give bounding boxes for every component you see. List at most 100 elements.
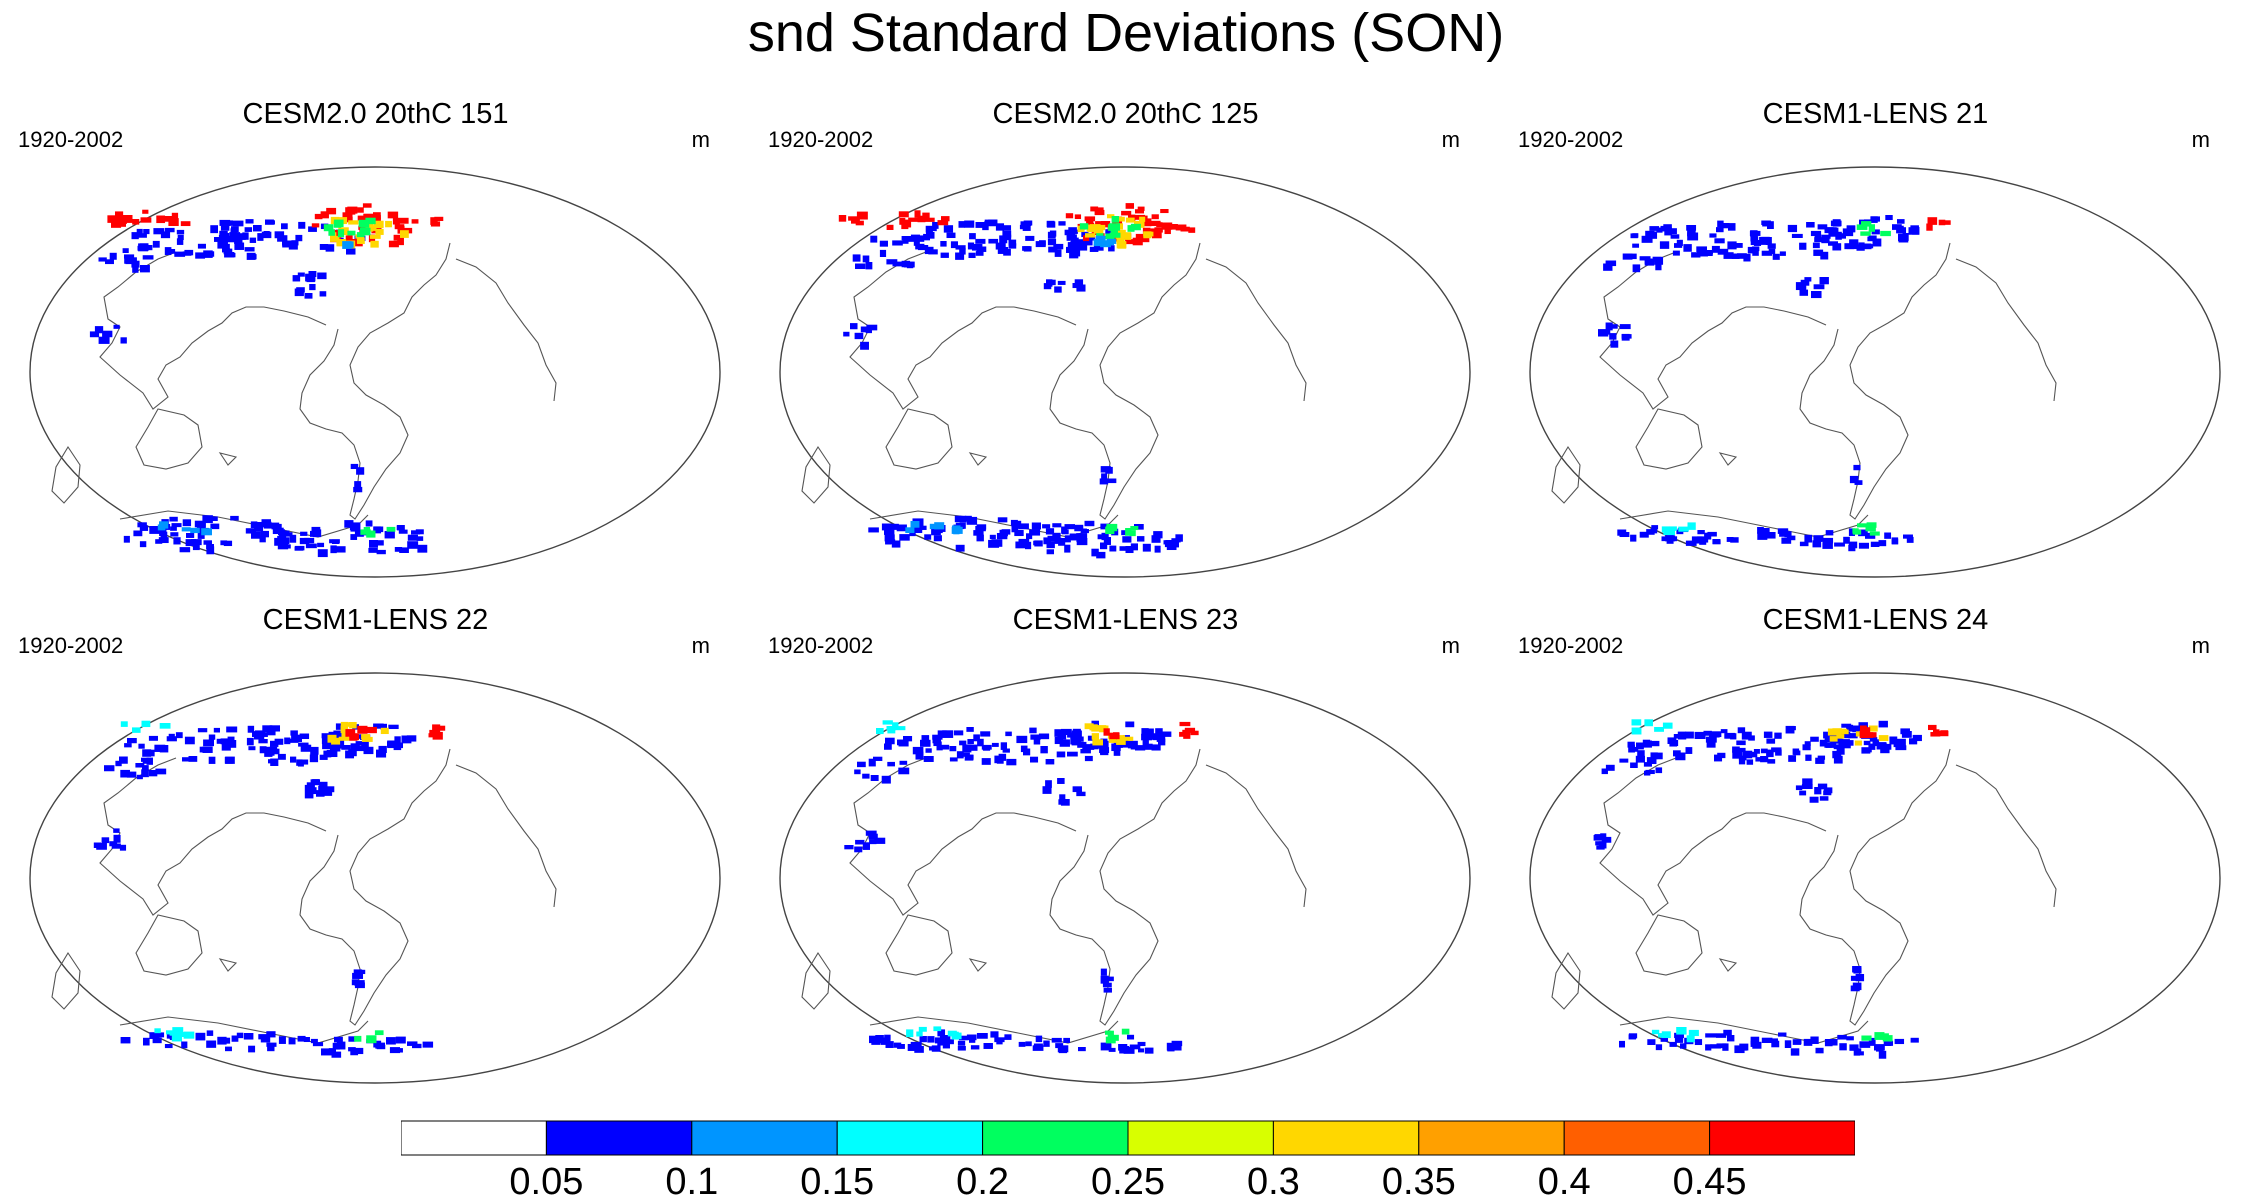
snow-variance-cell <box>1015 541 1026 549</box>
snow-variance-cell <box>323 741 333 749</box>
snow-variance-cell <box>397 217 409 224</box>
snow-variance-cell <box>171 212 179 221</box>
snow-variance-cell <box>164 247 172 256</box>
snow-variance-cell <box>434 216 444 221</box>
snow-variance-cell <box>1667 532 1674 540</box>
snow-variance-cell <box>1130 742 1137 750</box>
snow-variance-cell <box>194 520 206 528</box>
snow-variance-cell <box>304 790 314 799</box>
snow-variance-cell <box>1651 525 1659 530</box>
snow-variance-cell <box>171 523 182 528</box>
snow-variance-cell <box>159 528 166 537</box>
snow-variance-cell <box>1137 206 1145 211</box>
snow-variance-cell <box>1750 237 1757 246</box>
snow-variance-cell <box>298 221 306 229</box>
snow-variance-cell <box>385 220 392 228</box>
snow-variance-cell <box>373 723 384 729</box>
snow-variance-cell <box>982 223 989 231</box>
snow-variance-cell <box>1137 1041 1146 1047</box>
snow-variance-cell <box>432 731 443 740</box>
snow-variance-cell <box>942 1042 950 1049</box>
snow-variance-cell <box>1938 219 1946 226</box>
snow-variance-cell <box>1868 1037 1876 1046</box>
snow-variance-cell <box>1058 221 1066 226</box>
snow-variance-cell <box>926 232 935 239</box>
coastline <box>1599 757 1827 916</box>
snow-variance-cell <box>354 481 362 488</box>
snow-variance-cell <box>1866 732 1874 738</box>
panel-units: m <box>1441 633 1460 658</box>
snow-variance-cell <box>1901 731 1912 738</box>
snow-variance-cell <box>937 730 947 737</box>
snow-variance-cell <box>176 238 184 245</box>
snow-variance-cell <box>967 242 975 250</box>
snow-variance-cell <box>1152 733 1163 741</box>
snow-variance-cell <box>109 252 117 260</box>
snow-variance-cell <box>96 842 107 850</box>
snow-variance-cell <box>1092 739 1103 746</box>
snow-variance-cell <box>170 532 179 537</box>
snow-variance-cell <box>1141 728 1149 735</box>
snow-variance-cell <box>1933 729 1940 735</box>
snow-variance-cell <box>1116 735 1126 741</box>
snow-variance-cell <box>363 527 371 535</box>
snow-variance-cell <box>1160 731 1172 737</box>
snow-variance-cell <box>1870 541 1880 547</box>
snow-variance-cell <box>1097 534 1108 540</box>
snow-variance-cell <box>311 526 321 532</box>
snow-variance-cell <box>955 245 966 250</box>
coastline <box>1205 258 1307 402</box>
snow-variance-cell <box>1113 732 1120 737</box>
map-panel: CESM2.0 20thC 125 1920-2002 m <box>758 97 1493 597</box>
snow-variance-cell <box>1066 246 1077 253</box>
snow-variance-cell <box>1646 529 1655 535</box>
snow-variance-cell <box>1004 1034 1012 1040</box>
snow-variance-cell <box>1787 224 1798 233</box>
snow-variance-cell <box>182 519 192 527</box>
snow-variance-cell <box>860 326 870 333</box>
panel-title: CESM1-LENS 22 <box>262 604 489 636</box>
snow-variance-cell <box>1656 227 1663 233</box>
snow-variance-cell <box>1052 533 1060 538</box>
snow-variance-cell <box>975 251 984 256</box>
snow-variance-cell <box>1848 528 1856 536</box>
snow-variance-cell <box>1603 263 1613 271</box>
snow-variance-cell <box>1144 1047 1154 1054</box>
snow-variance-cell <box>934 1037 946 1044</box>
snow-variance-cell <box>952 525 961 533</box>
snow-variance-cell <box>1135 745 1146 751</box>
snow-variance-cell <box>957 1040 966 1046</box>
snow-variance-cell <box>144 245 153 251</box>
snow-variance-cell <box>1155 728 1163 734</box>
snow-variance-cell <box>226 726 238 733</box>
snow-variance-cell <box>107 215 117 223</box>
snow-variance-cell <box>312 529 322 538</box>
snow-variance-cell <box>111 843 121 849</box>
snow-variance-cell <box>326 207 337 215</box>
snow-variance-cell <box>1726 537 1734 542</box>
snow-variance-cell <box>1761 1037 1773 1043</box>
snow-variance-cell <box>1811 291 1822 299</box>
snow-variance-cell <box>430 221 441 227</box>
snow-variance-cell <box>192 544 200 551</box>
snow-variance-cell <box>374 1030 384 1036</box>
snow-variance-cell <box>1658 1033 1668 1038</box>
snow-variance-cell <box>346 248 356 255</box>
panel-period: 1920-2002 <box>768 127 874 152</box>
snow-variance-cell <box>1663 527 1674 536</box>
snow-variance-cell <box>1846 724 1854 732</box>
snow-variance-cell <box>333 742 344 749</box>
snow-variance-cell <box>959 248 966 255</box>
coastline <box>1049 242 1201 520</box>
snow-variance-cell <box>375 229 384 235</box>
snow-variance-cell <box>430 217 438 225</box>
snow-variance-cell <box>1876 743 1888 750</box>
snow-variance-cell <box>1809 796 1819 803</box>
snow-variance-cell <box>852 254 861 262</box>
snow-variance-cell <box>857 761 866 768</box>
snow-variance-cell <box>168 218 179 227</box>
snow-variance-cell <box>310 746 319 755</box>
snow-variance-cell <box>1685 540 1697 546</box>
snow-variance-cell <box>257 233 264 241</box>
snow-variance-cell <box>1084 723 1094 730</box>
